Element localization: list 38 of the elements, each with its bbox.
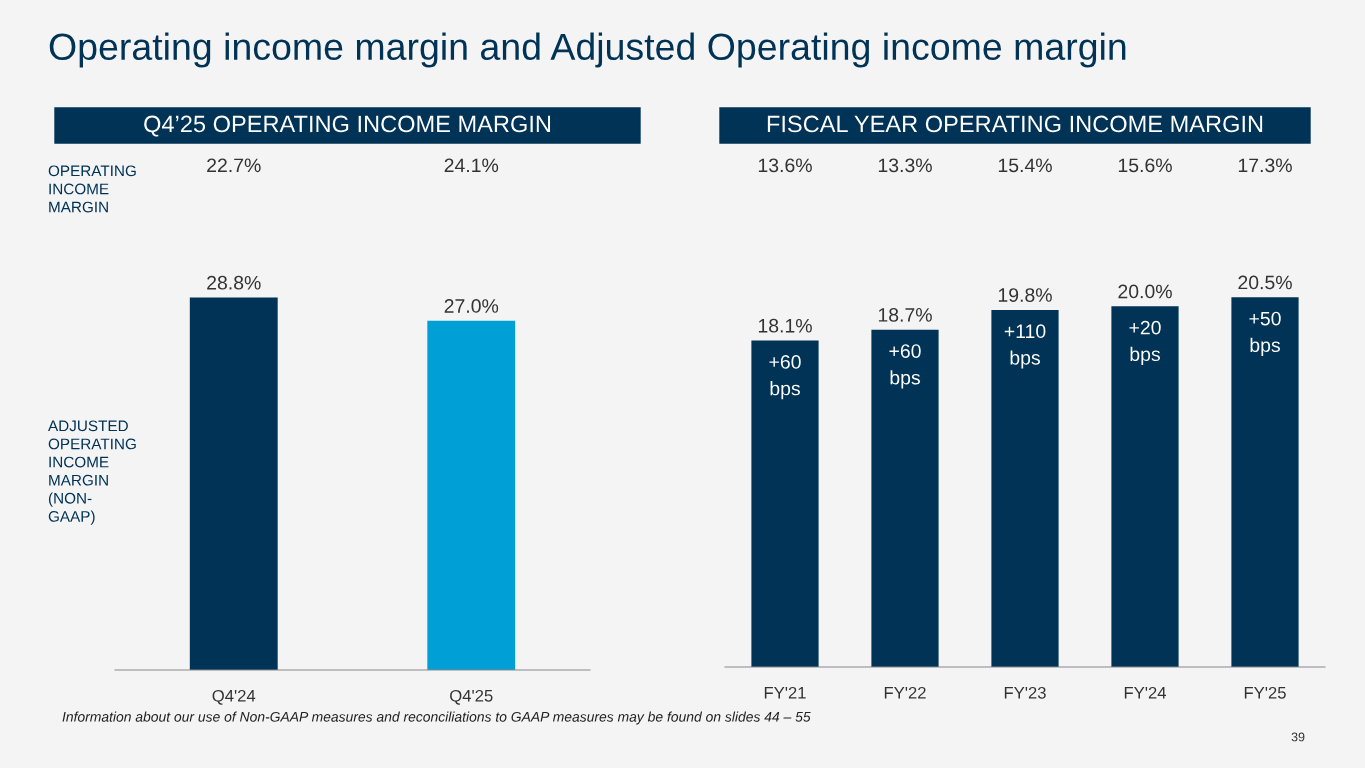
data-label: 27.0% (444, 299, 499, 313)
data-label: 19.8% (998, 288, 1052, 302)
text: OPERATING INCOME MARGIN (48, 165, 136, 213)
annotation: +60 bps (769, 355, 801, 400)
x-tick-label: FY'25 (1244, 686, 1286, 699)
x-tick-label: FY'21 (764, 686, 806, 699)
text: 24.1% (444, 158, 499, 173)
bar (1231, 297, 1299, 668)
x-tick-label: Q4'24 (212, 689, 256, 705)
x-tick-label: FY'23 (1004, 686, 1046, 699)
x-tick-label: FY'22 (884, 686, 926, 699)
data-label: 18.1% (758, 318, 812, 333)
text: Information about our use of Non-GAAP measures and reconciliations to GAAP measures may be found on slides 44 – 55 (62, 711, 811, 725)
data-label: 20.5% (1238, 275, 1292, 290)
text: 39 (1291, 732, 1305, 742)
text: 17.3% (1238, 158, 1292, 173)
chart-subtitle: Q4’25 OPERATING INCOME MARGIN (144, 115, 551, 137)
text: 13.3% (878, 158, 932, 173)
annotation: +110 bps (1004, 324, 1046, 369)
annotation: +20 bps (1129, 320, 1161, 365)
text: 15.6% (1118, 158, 1172, 173)
x-tick-label: FY'24 (1124, 686, 1167, 699)
chart-subtitle: FISCAL YEAR OPERATING INCOME MARGIN (767, 115, 1263, 133)
annotation: +50 bps (1249, 311, 1281, 356)
text: 22.7% (207, 158, 261, 173)
chart-title: Operating income margin and Adjusted Operating income margin (49, 32, 1126, 68)
data-label: 28.8% (207, 275, 261, 290)
bar (991, 309, 1059, 668)
bar (1111, 306, 1179, 668)
data-label: 18.7% (878, 308, 932, 322)
annotation: ADJUSTED OPERATING INCOME MARGIN (NON- GAAP) (48, 420, 136, 525)
bar (871, 329, 939, 668)
text: 13.6% (758, 158, 812, 173)
text: 15.4% (998, 158, 1052, 173)
bar (751, 340, 819, 668)
x-tick-label: Q4'25 (450, 689, 493, 705)
annotation: +60 bps (889, 344, 921, 389)
data-label: 20.0% (1118, 284, 1172, 299)
